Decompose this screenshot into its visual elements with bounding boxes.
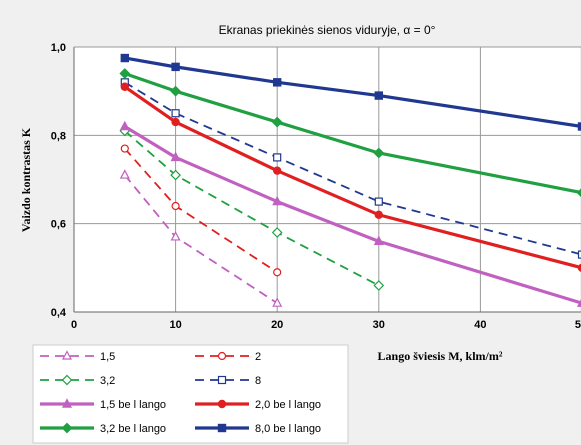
series-8 <box>120 53 581 131</box>
data-point <box>119 120 130 131</box>
y-tick-label: 0,6 <box>51 219 66 231</box>
data-point <box>576 188 581 198</box>
legend-label: 2,0 be l lango <box>255 399 321 411</box>
data-point <box>374 210 383 220</box>
x-tick-label: 30 <box>373 319 385 331</box>
data-point <box>577 250 581 259</box>
data-point <box>170 231 181 241</box>
y-tick-label: 0,4 <box>51 307 67 319</box>
legend-item: 1,5 <box>40 350 115 363</box>
x-tick-label: 0 <box>71 319 77 331</box>
legend-label: 2 <box>255 351 261 363</box>
legend-box <box>32 344 349 444</box>
legend-label: 1,5 be l lango <box>100 399 166 411</box>
series-7 <box>119 68 581 198</box>
series-3 <box>119 125 385 291</box>
legend-swatch-marker <box>217 351 227 361</box>
legend-item: 8,0 be l lango <box>195 423 321 435</box>
data-point <box>273 78 282 87</box>
legend-item: 8 <box>195 375 261 387</box>
series-2 <box>120 144 282 277</box>
data-point <box>271 116 283 128</box>
x-tick-label: 10 <box>169 319 181 331</box>
data-point <box>120 82 130 91</box>
series-1 <box>119 169 283 307</box>
data-point <box>577 122 581 131</box>
legend-item: 2,0 be l lango <box>195 399 321 411</box>
legend-label: 3,2 be l lango <box>100 423 166 435</box>
series-layer <box>119 53 581 307</box>
legend-swatch-marker <box>61 398 73 408</box>
data-point <box>373 280 385 291</box>
data-point <box>273 153 282 162</box>
data-point <box>273 268 282 277</box>
data-point <box>374 197 383 206</box>
legend-swatch-marker <box>61 374 73 386</box>
data-point <box>170 151 181 162</box>
data-point <box>170 85 182 97</box>
data-point <box>273 166 282 175</box>
data-point <box>272 297 283 307</box>
data-point <box>373 147 385 159</box>
legend-item: 3,2 be l lango <box>40 422 166 435</box>
data-point <box>272 195 283 206</box>
legend-label: 8,0 be l lango <box>255 423 321 435</box>
data-point <box>171 117 180 127</box>
series-6 <box>120 82 581 272</box>
grid <box>73 46 581 313</box>
data-point <box>171 201 180 211</box>
legend-item: 1,5 be l lango <box>40 398 166 411</box>
series-5 <box>119 120 581 307</box>
x-tick-label: 5 <box>575 319 581 331</box>
data-point <box>119 169 130 179</box>
chart-title: Ekranas priekinės sienos viduryje, α = 0… <box>219 23 436 37</box>
data-point <box>271 227 283 238</box>
data-point <box>171 62 180 72</box>
legend-swatch-marker <box>217 399 227 409</box>
plot-area <box>74 47 580 312</box>
data-point <box>373 235 384 246</box>
data-point <box>170 169 181 181</box>
data-point <box>577 263 581 272</box>
series-line <box>124 130 380 287</box>
legend-label: 1,5 <box>100 351 115 363</box>
legend-item: 2 <box>195 351 261 363</box>
y-tick-label: 0,8 <box>51 130 66 142</box>
data-point <box>576 299 581 307</box>
y-tick-label: 1,0 <box>51 42 66 54</box>
data-point <box>374 91 384 100</box>
legend-swatch-marker <box>217 423 227 433</box>
legend-label: 3,2 <box>100 375 115 387</box>
legend-item: 3,2 <box>40 374 115 387</box>
data-point <box>120 53 129 63</box>
legend: 1,5 2 3,2 8 1,5 be l lango 2,0 be l lango 3,2 … <box>40 350 321 435</box>
x-tick-label: 40 <box>474 319 486 331</box>
data-point <box>119 68 131 79</box>
legend-swatch-marker <box>62 350 72 360</box>
tick-labels: 0 10 20 30 40 5 0,4 0,6 0,8 1,0 <box>51 42 581 331</box>
legend-swatch-marker <box>61 422 73 434</box>
data-point <box>120 144 129 153</box>
legend-label: 8 <box>255 375 261 387</box>
data-point <box>171 109 180 118</box>
legend-swatch-marker <box>217 375 227 385</box>
x-tick-label: 20 <box>271 319 283 331</box>
x-axis-label: Lango šviesis M, klm/m² <box>378 349 503 363</box>
y-axis-label: Vaizdo kontrastas K <box>19 127 33 232</box>
